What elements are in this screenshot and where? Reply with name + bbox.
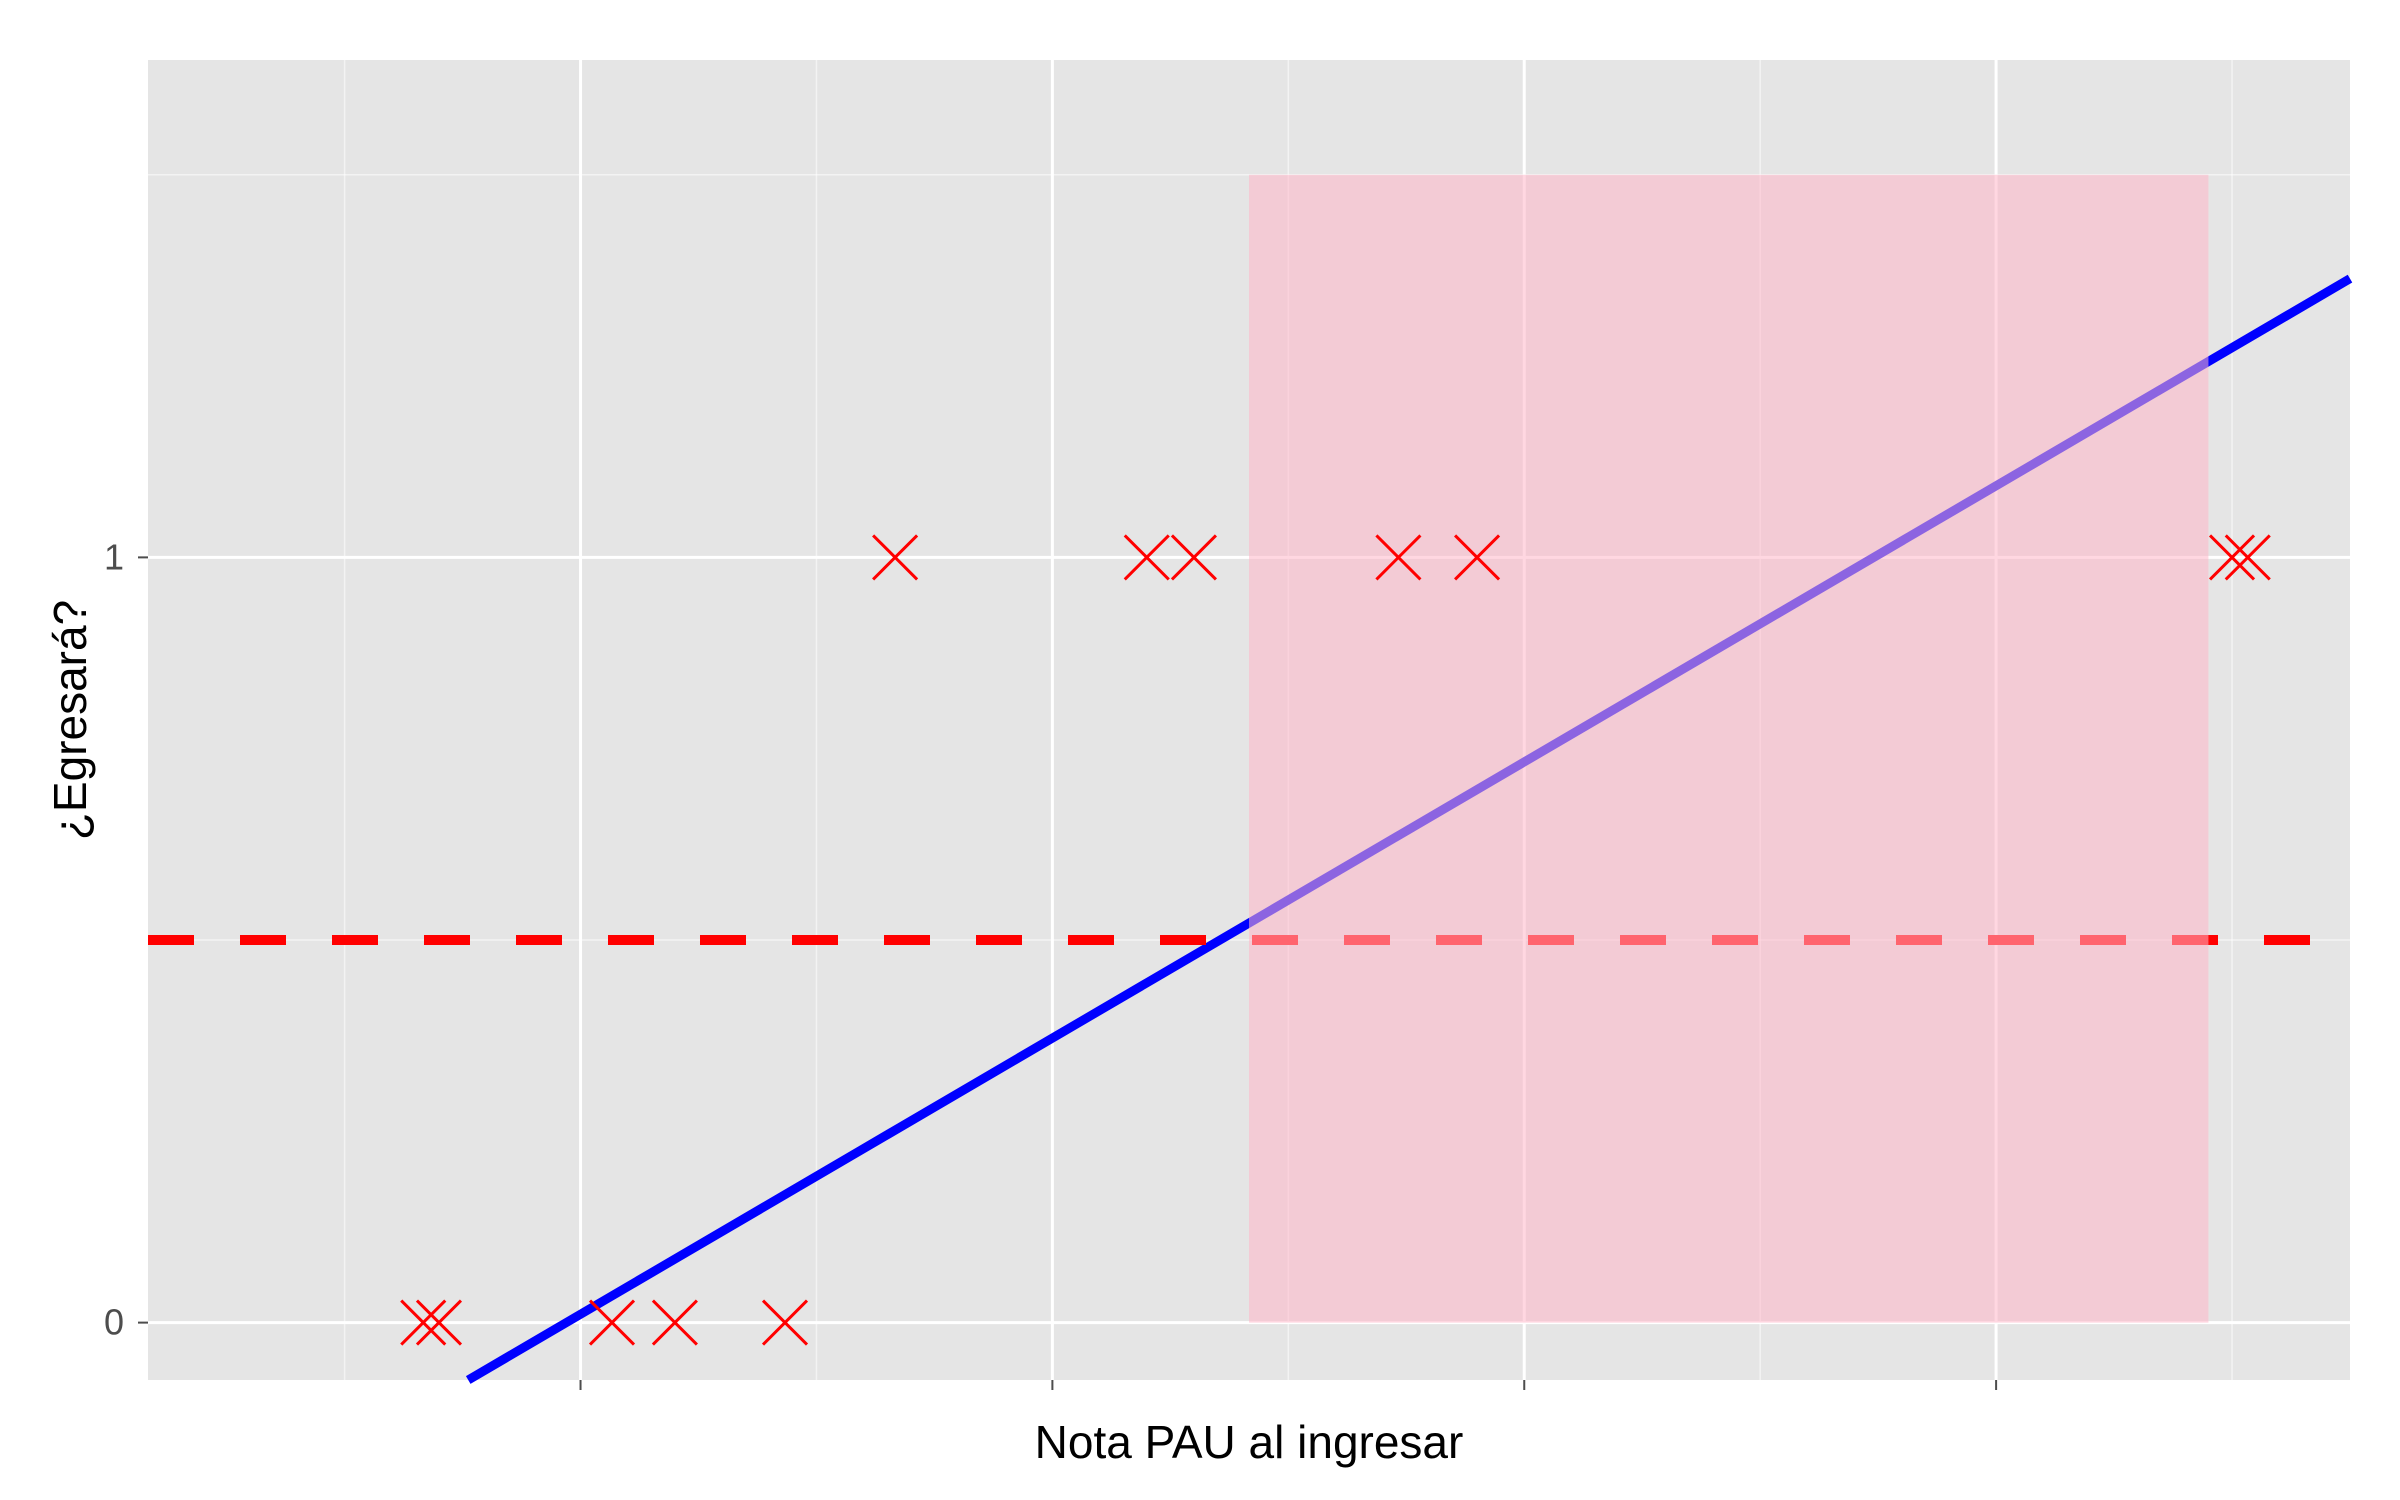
data-point	[1375, 534, 1422, 581]
shaded-region	[1249, 174, 2209, 1323]
data-point-stroke	[761, 1299, 809, 1346]
data-point	[761, 1299, 809, 1346]
data-point-stroke	[415, 1299, 463, 1346]
data-point	[415, 1299, 463, 1346]
y-axis-title: ¿Egresará?	[44, 600, 96, 840]
data-point	[588, 1299, 636, 1346]
data-point-stroke	[400, 1299, 447, 1346]
y-axis-ticks: 01	[104, 536, 148, 1343]
shaded-region-layer	[1249, 174, 2209, 1323]
data-point-stroke	[1123, 534, 1170, 581]
data-point	[1123, 534, 1170, 581]
data-point-stroke	[651, 1299, 698, 1346]
data-point-stroke	[588, 1299, 636, 1346]
data-point-stroke	[2224, 534, 2271, 581]
y-tick-label: 1	[104, 536, 124, 577]
data-point	[1454, 534, 1501, 581]
data-point	[2208, 534, 2256, 581]
x-axis-ticks	[579, 1380, 1998, 1390]
data-point-stroke	[1454, 534, 1501, 581]
data-points	[400, 534, 2271, 1346]
data-point-stroke	[872, 534, 919, 581]
data-point	[400, 1299, 447, 1346]
x-axis-title: Nota PAU al ingresar	[1035, 1416, 1464, 1468]
data-point	[2224, 534, 2271, 581]
y-tick-label: 0	[104, 1302, 124, 1343]
data-point	[872, 534, 919, 581]
data-point-stroke	[1170, 534, 1218, 581]
data-point-stroke	[1375, 534, 1422, 581]
data-point-stroke	[2208, 534, 2256, 581]
data-point	[651, 1299, 698, 1346]
data-point	[1170, 534, 1218, 581]
